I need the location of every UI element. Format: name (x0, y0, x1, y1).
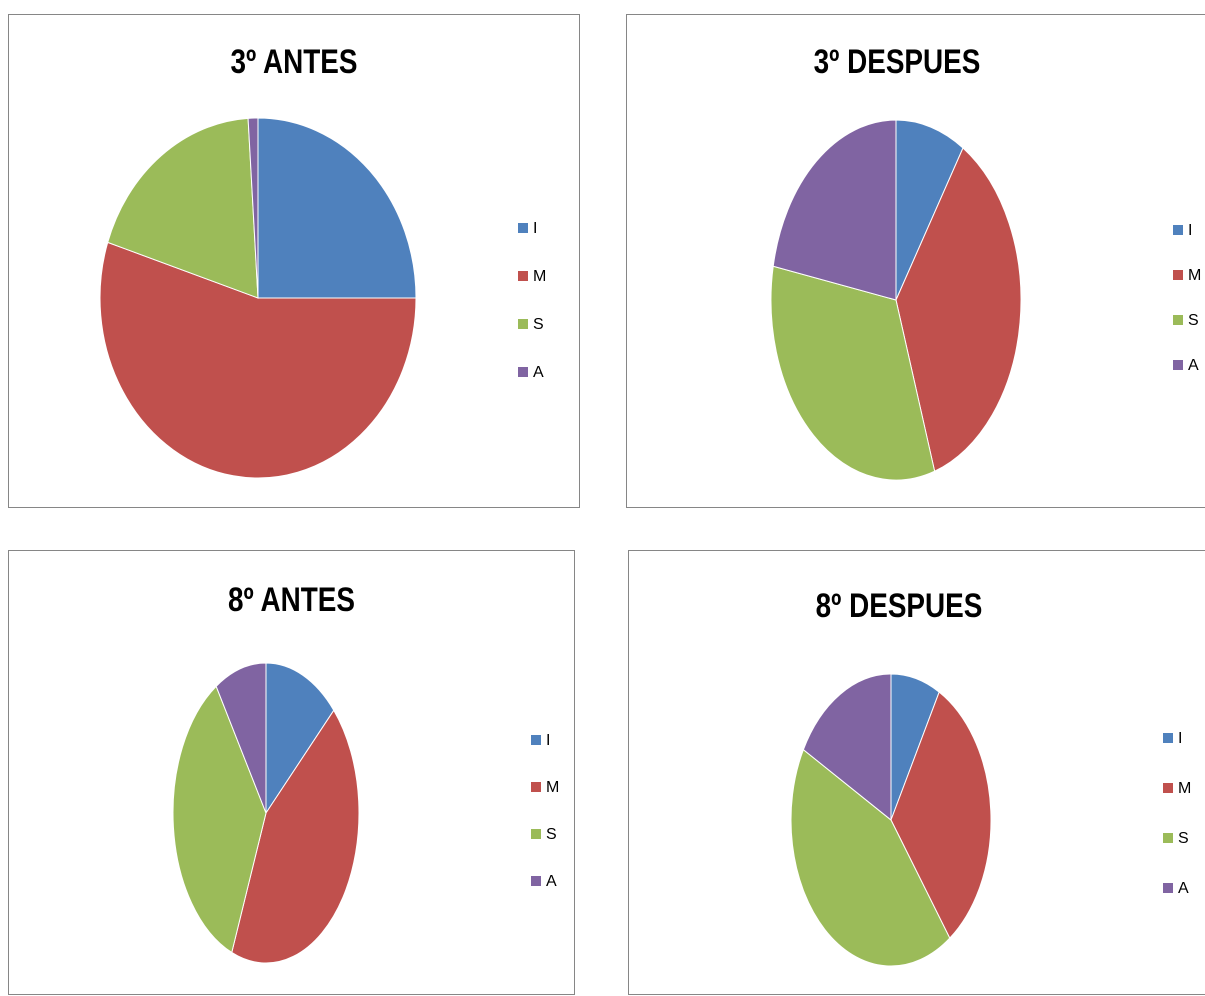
legend-label: S (1188, 312, 1199, 329)
legend-label: S (1178, 830, 1189, 847)
pie-slice-a (802, 673, 892, 822)
legend-label: I (1188, 222, 1193, 239)
legend-swatch (518, 367, 528, 377)
legend-item: M (1163, 781, 1191, 797)
legend-swatch (518, 319, 528, 329)
legend-swatch (1173, 360, 1183, 370)
legend-label: I (546, 732, 551, 749)
chart-panel-3-antes: 3º ANTES I M S A (8, 14, 580, 508)
pie-slice-m (231, 709, 360, 964)
legend-label: M (1188, 267, 1202, 284)
legend-label: A (546, 873, 557, 890)
legend-item: M (531, 780, 559, 796)
legend-item: S (1163, 831, 1189, 847)
pie-slice-i (895, 119, 964, 301)
legend-item: A (531, 874, 557, 890)
pie-chart (99, 117, 417, 479)
legend-label: I (1178, 730, 1183, 747)
legend-item: I (1163, 731, 1182, 747)
chart-title: 3º DESPUES (813, 43, 981, 81)
pie-slice-i (257, 117, 417, 299)
legend-item: M (518, 269, 546, 285)
pie-chart (790, 673, 992, 967)
legend-item: I (518, 221, 537, 237)
pie-slice-a (215, 662, 267, 814)
pie-slice-s (107, 117, 259, 299)
legend-swatch (518, 271, 528, 281)
legend-item: M (1173, 268, 1201, 284)
legend-label: S (533, 316, 544, 333)
pie-slice-m (99, 241, 417, 479)
legend-swatch (1163, 783, 1173, 793)
legend-item: I (1173, 223, 1192, 239)
legend-swatch (1173, 225, 1183, 235)
chart-panel-3-despues: 3º DESPUES I M S A (626, 14, 1205, 508)
legend-label: A (533, 364, 544, 381)
pie-slice-s (790, 748, 951, 967)
legend-item: A (518, 365, 544, 381)
pie-slice-s (172, 685, 267, 954)
legend-item: S (518, 317, 544, 333)
pie-chart (172, 662, 360, 964)
chart-title: 8º ANTES (228, 581, 355, 619)
legend-label: M (533, 268, 547, 285)
legend-swatch (1163, 833, 1173, 843)
legend-item: A (1173, 358, 1199, 374)
chart-title: 3º ANTES (230, 43, 358, 81)
legend-swatch (531, 782, 541, 792)
legend-label: S (546, 826, 557, 843)
chart-title: 8º DESPUES (815, 587, 983, 625)
legend-swatch (1163, 883, 1173, 893)
legend-label: A (1188, 357, 1199, 374)
pie-slice-a (247, 117, 259, 299)
legend-item: S (531, 827, 557, 843)
pie-slice-a (772, 119, 897, 301)
legend-swatch (518, 223, 528, 233)
pie-chart (770, 119, 1022, 481)
legend-item: I (531, 733, 550, 749)
legend-swatch (1173, 270, 1183, 280)
pie-slice-i (265, 662, 335, 815)
pie-slice-m (890, 691, 992, 939)
pie-slice-s (770, 265, 936, 481)
legend-label: M (546, 779, 560, 796)
legend-swatch (1163, 733, 1173, 743)
legend-swatch (531, 735, 541, 745)
pie-slice-m (895, 147, 1022, 472)
legend-item: S (1173, 313, 1199, 329)
legend-label: A (1178, 880, 1189, 897)
legend-label: I (533, 220, 538, 237)
legend-swatch (1173, 315, 1183, 325)
chart-panel-8-antes: 8º ANTES I M S A (8, 550, 575, 995)
legend-item: A (1163, 881, 1189, 897)
chart-panel-8-despues: 8º DESPUES I M S A (628, 550, 1205, 995)
legend-swatch (531, 876, 541, 886)
legend-label: M (1178, 780, 1192, 797)
legend-swatch (531, 829, 541, 839)
